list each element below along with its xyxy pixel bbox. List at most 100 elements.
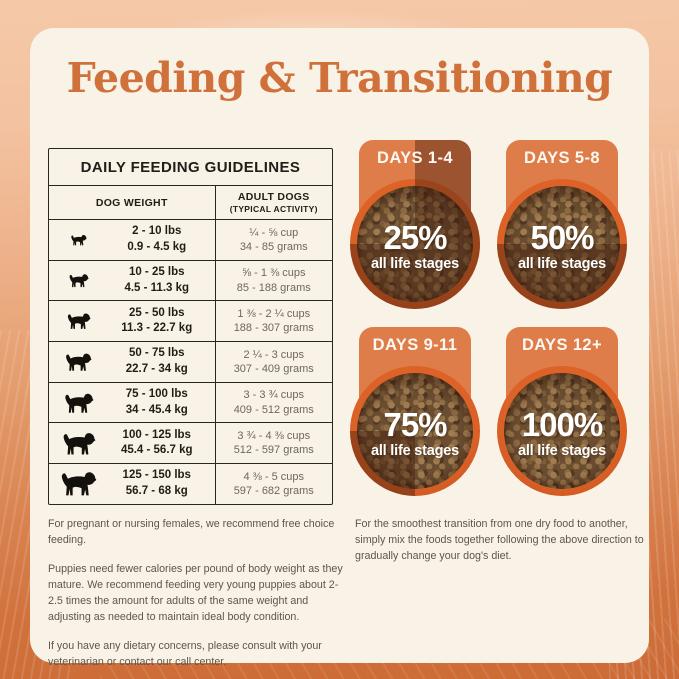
dog-silhouette-icon — [49, 470, 107, 497]
portion-grams: 85 - 188 grams — [236, 281, 311, 294]
weight-range: 2 - 10 lbs 0.9 - 4.5 kg — [107, 224, 215, 255]
portion-range: 3 - 3 ¾ cups 409 - 512 grams — [214, 382, 333, 423]
portion-cups: 2 ¼ - 3 cups — [243, 348, 305, 361]
mix-shade-overlay — [350, 366, 480, 496]
portion-cups: ¼ - ⅝ cup — [249, 226, 299, 239]
dog-silhouette-icon — [49, 352, 107, 372]
table-row: 125 - 150 lbs 56.7 - 68 kg 4 ⅜ - 5 cups 5… — [49, 464, 332, 504]
mix-ratio-text: 50% all life stages — [497, 179, 627, 309]
weight-lbs: 2 - 10 lbs — [132, 225, 182, 238]
kibble-texture — [504, 373, 620, 489]
portion-range: 1 ⅜ - 2 ¼ cups 188 - 307 grams — [214, 301, 333, 342]
table-row: 50 - 75 lbs 22.7 - 34 kg 2 ¼ - 3 cups 307… — [49, 342, 332, 383]
percent-label: 25% — [383, 218, 447, 256]
dog-silhouette-icon — [49, 273, 107, 288]
transition-step-days-5-8: DAYS 5-8 50% all life stages — [487, 140, 637, 312]
kibble-bowl-icon — [350, 366, 480, 496]
weight-kg: 34 - 45.4 kg — [125, 403, 188, 416]
info-card: Feeding & Transitioning DAILY FEEDING GU… — [30, 28, 651, 668]
life-stages-label: all life stages — [370, 442, 460, 459]
portion-grams: 34 - 85 grams — [239, 240, 308, 253]
days-label: DAYS 9-11 — [372, 336, 458, 354]
table-row: 2 - 10 lbs 0.9 - 4.5 kg ¼ - ⅝ cup 34 - 85… — [49, 220, 332, 261]
mix-ratio-text: 25% all life stages — [350, 179, 480, 309]
weight-range: 10 - 25 lbs 4.5 - 11.3 kg — [107, 265, 215, 296]
weight-kg: 45.4 - 56.7 kg — [120, 444, 193, 457]
kibble-texture — [357, 186, 473, 302]
page-title: Feeding & Transitioning — [66, 54, 613, 102]
dog-silhouette-icon — [49, 234, 107, 246]
column-header-adult-dogs: ADULT DOGS (TYPICAL ACTIVITY) — [214, 186, 333, 219]
weight-kg: 11.3 - 22.7 kg — [121, 322, 193, 335]
dog-silhouette-icon — [49, 431, 107, 456]
kibble-texture — [357, 373, 473, 489]
mix-ratio-text: 100% all life stages — [497, 366, 627, 496]
mix-ratio-text: 75% all life stages — [350, 366, 480, 496]
portion-range: ¼ - ⅝ cup 34 - 85 grams — [214, 220, 333, 260]
weight-range: 25 - 50 lbs 11.3 - 22.7 kg — [107, 306, 215, 337]
portion-cups: 4 ⅜ - 5 cups — [243, 470, 305, 483]
days-label: DAYS 1-4 — [377, 149, 453, 167]
portion-cups: 3 ¾ - 4 ⅜ cups — [237, 429, 311, 442]
portion-cups: 1 ⅜ - 2 ¼ cups — [237, 307, 311, 320]
portion-grams: 409 - 512 grams — [233, 403, 314, 416]
weight-lbs: 75 - 100 lbs — [125, 388, 188, 401]
typical-activity-label: (TYPICAL ACTIVITY) — [229, 204, 318, 214]
feeding-guidelines-table: DAILY FEEDING GUIDELINES DOG WEIGHT ADUL… — [48, 148, 333, 505]
note-puppies: Puppies need fewer calories per pound of… — [48, 563, 343, 624]
mix-shade-overlay — [350, 179, 480, 309]
note-pregnant-nursing: For pregnant or nursing females, we reco… — [48, 518, 335, 547]
weight-lbs: 10 - 25 lbs — [128, 266, 185, 279]
life-stages-label: all life stages — [517, 442, 607, 459]
portion-range: 2 ¼ - 3 cups 307 - 409 grams — [214, 342, 333, 382]
portion-grams: 307 - 409 grams — [233, 362, 314, 375]
column-header-dog-weight: DOG WEIGHT — [95, 196, 168, 209]
percent-label: 50% — [530, 218, 594, 256]
weight-lbs: 100 - 125 lbs — [122, 428, 191, 441]
weight-range: 100 - 125 lbs 45.4 - 56.7 kg — [107, 428, 215, 459]
weight-kg: 0.9 - 4.5 kg — [127, 240, 187, 253]
table-header-row: DOG WEIGHT ADULT DOGS (TYPICAL ACTIVITY) — [49, 186, 332, 220]
weight-range: 50 - 75 lbs 22.7 - 34 kg — [107, 346, 215, 377]
table-row: 75 - 100 lbs 34 - 45.4 kg 3 - 3 ¾ cups 40… — [49, 382, 333, 424]
portion-cups: 3 - 3 ¾ cups — [243, 389, 305, 402]
portion-grams: 188 - 307 grams — [233, 322, 314, 335]
percent-label: 75% — [383, 405, 447, 443]
percent-label: 100% — [521, 405, 603, 443]
portion-grams: 597 - 682 grams — [233, 484, 314, 497]
adult-dogs-label: ADULT DOGS — [237, 191, 310, 203]
table-row: 25 - 50 lbs 11.3 - 22.7 kg 1 ⅜ - 2 ¼ cups… — [49, 301, 333, 343]
portion-range: ⅝ - 1 ⅜ cups 85 - 188 grams — [214, 260, 333, 301]
portion-range: 4 ⅜ - 5 cups 597 - 682 grams — [214, 464, 333, 504]
weight-range: 75 - 100 lbs 34 - 45.4 kg — [107, 387, 215, 418]
kibble-bowl-icon — [497, 179, 627, 309]
kibble-bowl-icon — [497, 366, 627, 496]
life-stages-label: all life stages — [370, 255, 460, 272]
transition-step-days-12-plus: DAYS 12+ 100% all life stages — [487, 327, 637, 499]
weight-lbs: 125 - 150 lbs — [122, 469, 191, 482]
table-row: 10 - 25 lbs 4.5 - 11.3 kg ⅝ - 1 ⅜ cups 85… — [49, 260, 333, 302]
weight-kg: 56.7 - 68 kg — [125, 484, 188, 497]
weight-kg: 4.5 - 11.3 kg — [124, 281, 190, 294]
dog-silhouette-icon — [49, 312, 107, 330]
table-title: DAILY FEEDING GUIDELINES — [49, 149, 332, 186]
feeding-notes: For pregnant or nursing females, we reco… — [48, 516, 346, 679]
transition-step-days-9-11: DAYS 9-11 75% all life stages — [340, 327, 490, 499]
portion-range: 3 ¾ - 4 ⅜ cups 512 - 597 grams — [214, 423, 333, 464]
kibble-bowl-icon — [350, 179, 480, 309]
dog-silhouette-icon — [49, 392, 107, 414]
portion-grams: 512 - 597 grams — [233, 444, 314, 457]
table-row: 100 - 125 lbs 45.4 - 56.7 kg 3 ¾ - 4 ⅜ cu… — [49, 423, 333, 465]
life-stages-label: all life stages — [517, 255, 607, 272]
transition-step-days-1-4: DAYS 1-4 25% all life stages — [340, 140, 490, 312]
note-dietary-concerns: If you have any dietary concerns, please… — [48, 640, 322, 669]
days-label: DAYS 12+ — [521, 336, 603, 354]
kibble-texture — [504, 186, 620, 302]
portion-cups: ⅝ - 1 ⅜ cups — [241, 267, 306, 280]
note-transition: For the smoothest transition from one dr… — [355, 518, 644, 563]
transition-notes: For the smoothest transition from one dr… — [355, 516, 651, 577]
weight-range: 125 - 150 lbs 56.7 - 68 kg — [107, 468, 215, 499]
weight-lbs: 25 - 50 lbs — [128, 306, 185, 319]
days-label: DAYS 5-8 — [524, 149, 600, 167]
weight-lbs: 50 - 75 lbs — [128, 347, 185, 360]
